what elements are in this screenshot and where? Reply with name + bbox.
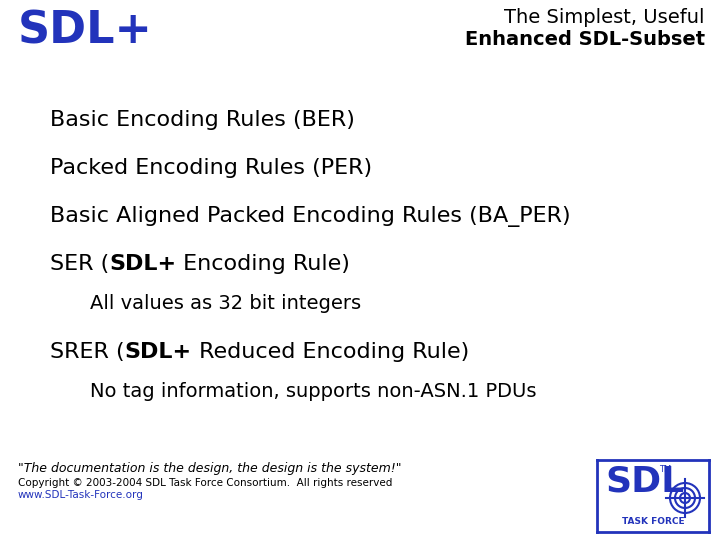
Text: TASK FORCE: TASK FORCE xyxy=(621,517,684,526)
Text: Packed Encoding Rules (PER): Packed Encoding Rules (PER) xyxy=(50,158,372,178)
Text: SDL+: SDL+ xyxy=(125,342,192,362)
Text: SDL: SDL xyxy=(605,465,684,499)
Text: The Simplest, Useful: The Simplest, Useful xyxy=(505,8,705,27)
Text: PDU Encoding Rules Considered: PDU Encoding Rules Considered xyxy=(18,70,419,90)
Text: No tag information, supports non-ASN.1 PDUs: No tag information, supports non-ASN.1 P… xyxy=(90,382,536,401)
Text: SDL+: SDL+ xyxy=(109,254,176,274)
Text: Basic Aligned Packed Encoding Rules (BA_PER): Basic Aligned Packed Encoding Rules (BA_… xyxy=(50,206,571,227)
Text: SRER (: SRER ( xyxy=(50,342,125,362)
Text: SER (: SER ( xyxy=(50,254,109,274)
Text: Encoding Rule): Encoding Rule) xyxy=(176,254,350,274)
Text: All values as 32 bit integers: All values as 32 bit integers xyxy=(90,294,361,313)
Text: Basic Encoding Rules (BER): Basic Encoding Rules (BER) xyxy=(50,110,355,130)
Text: www.SDL-Task-Force.org: www.SDL-Task-Force.org xyxy=(18,490,144,500)
Text: Reduced Encoding Rule): Reduced Encoding Rule) xyxy=(192,342,469,362)
Text: TM: TM xyxy=(659,465,671,474)
Text: SDL+: SDL+ xyxy=(18,10,153,53)
Text: Enhanced SDL-Subset: Enhanced SDL-Subset xyxy=(465,30,705,49)
Text: Copyright © 2003-2004 SDL Task Force Consortium.  All rights reserved: Copyright © 2003-2004 SDL Task Force Con… xyxy=(18,478,392,488)
Text: "The documentation is the design, the design is the system!": "The documentation is the design, the de… xyxy=(18,462,402,475)
